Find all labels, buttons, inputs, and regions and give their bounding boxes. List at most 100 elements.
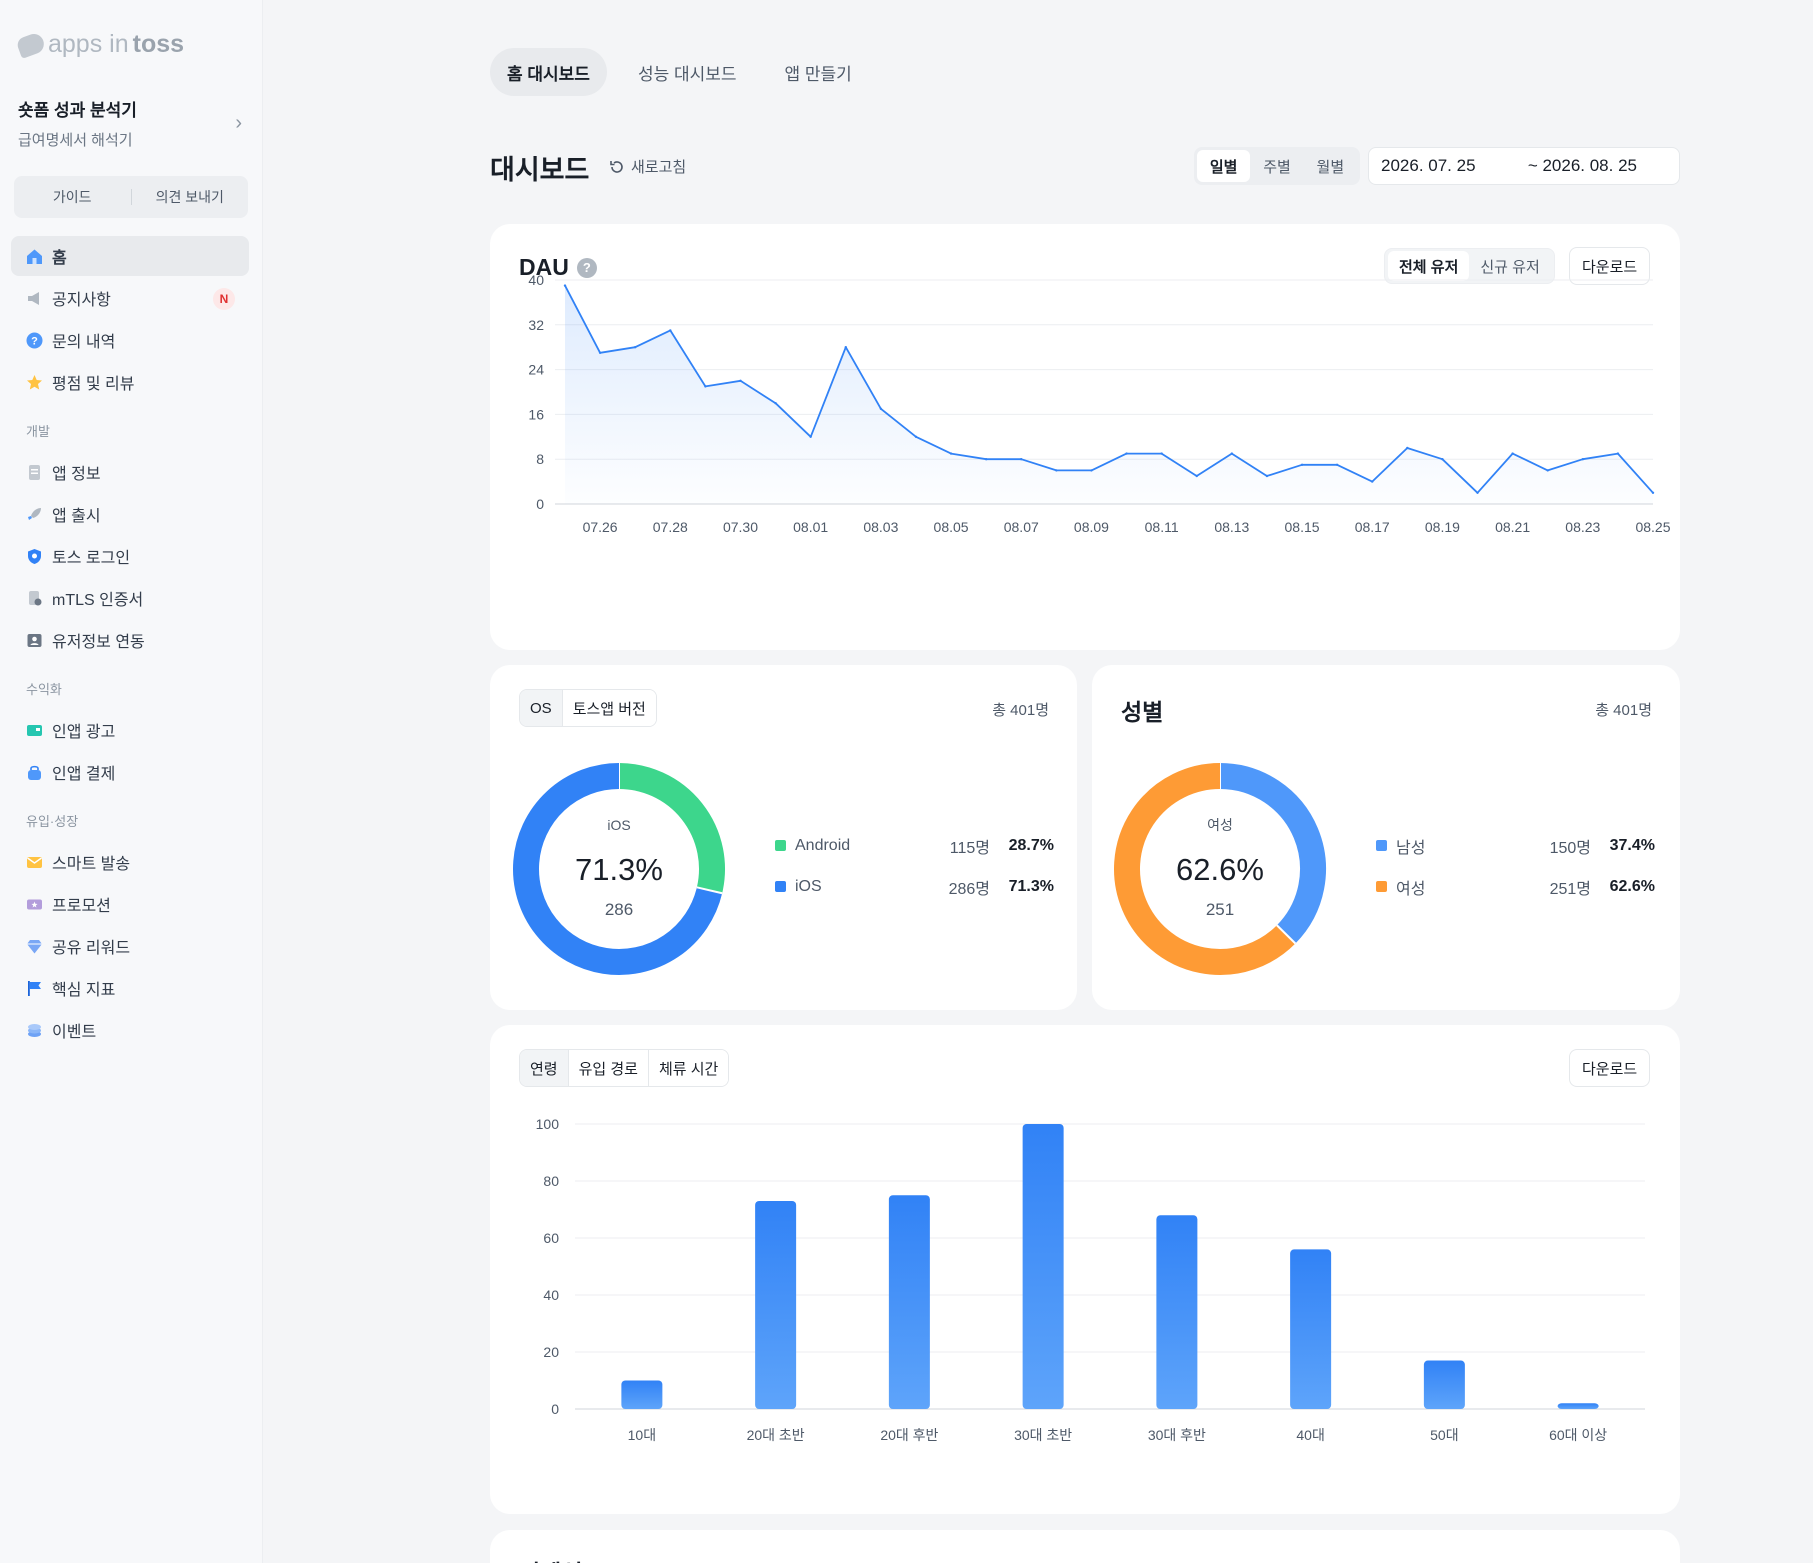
age-bar [1557,1403,1599,1409]
donut-slice [1114,763,1296,975]
diamond-icon [26,938,43,955]
x-tick-label: 08.25 [1635,519,1670,535]
coins-icon [26,1022,43,1039]
x-tick-label: 50대 [1430,1427,1458,1443]
sidebar-item-notice[interactable]: 공지사항 N [11,278,249,318]
dau-point [774,402,777,405]
segment-new-users[interactable]: 신규 유저 [1480,258,1540,276]
y-tick-label: 60 [543,1230,559,1246]
dau-title: DAU ? [519,254,597,281]
sidebar-item-smart-send[interactable]: 스마트 발송 [11,842,249,882]
age-bar [1022,1124,1064,1409]
sidebar-item-reviews[interactable]: 평점 및 리뷰 [11,362,249,402]
gender-legend: 남성 150명 37.4% 여성 251명 62.6% [1376,825,1655,907]
os-tabs: OS 토스앱 버전 [519,689,657,727]
age-bar [888,1195,930,1409]
tab-stay-time[interactable]: 체류 시간 [647,1050,729,1086]
y-tick-label: 0 [536,496,544,512]
sidebar-item-inapp-ads[interactable]: 인앱 광고 [11,710,249,750]
legend-count: 286명 [948,880,990,898]
sidebar: apps in toss 숏폼 성과 분석기 급여명세서 해석기 › 가이드 의… [0,0,263,1563]
help-icon[interactable]: ? [576,257,597,278]
sidebar-item-promotion[interactable]: 프로모션 [11,884,249,924]
app-switcher[interactable]: 숏폼 성과 분석기 급여명세서 해석기 › [18,96,244,149]
ad-icon [26,722,43,739]
donut-center-percent: 62.6% [1176,852,1264,887]
shield-icon [26,548,43,565]
mail-icon [26,854,43,871]
dau-card: DAU ? 전체 유저 신규 유저 다운로드 0 8 16 24 32 40 07.26 07… [490,224,1680,650]
sidebar-item-app-info[interactable]: 앱 정보 [11,452,249,492]
apps-in-toss-logo[interactable]: apps in toss [15,30,184,59]
refresh-button[interactable]: 새로고침 [609,156,686,177]
tab-age[interactable]: 연령 [520,1050,568,1086]
tab-home-dashboard[interactable]: 홈 대시보드 [490,48,607,96]
document-icon [26,464,43,481]
os-donut-chart: iOS 71.3% 286 [513,763,725,975]
dau-point [704,385,707,388]
sidebar-item-label: 인앱 결제 [52,766,116,783]
tab-inflow-path[interactable]: 유입 경로 [567,1050,648,1086]
period-monthly[interactable]: 월별 [1316,158,1345,176]
dau-point [1335,463,1339,466]
age-bar [621,1380,663,1409]
section-title-dev: 개발 [26,423,50,439]
legend-swatch [1376,881,1387,892]
guide-button[interactable]: 가이드 [52,189,92,205]
sidebar-item-share-reward[interactable]: 공유 리워드 [11,926,249,966]
age-card: 연령 유입 경로 체류 시간 다운로드 0 20 40 60 80 100 10대 20대 초… [490,1025,1680,1514]
main-nav: 홈 공지사항 N ? 문의 내역 평점 및 리뷰 개발 앱 정보 앱 출시 토스… [11,236,249,1052]
tab-os[interactable]: OS [520,690,562,726]
sidebar-item-home[interactable]: 홈 [11,236,249,276]
sidebar-item-app-release[interactable]: 앱 출시 [11,494,249,534]
sidebar-item-toss-login[interactable]: 토스 로그인 [11,536,249,576]
x-tick-label: 07.26 [583,519,618,535]
age-download-button[interactable]: 다운로드 [1569,1049,1651,1087]
x-tick-label: 60대 이상 [1549,1427,1607,1443]
tab-toss-version[interactable]: 토스앱 버전 [561,690,656,726]
svg-text:?: ? [31,335,38,347]
donut-slice [1219,763,1326,944]
legend-swatch [775,840,786,851]
top-tabs: 홈 대시보드 성능 대시보드 앱 만들기 [490,48,869,96]
sidebar-item-label: 앱 정보 [52,466,101,483]
date-range-picker[interactable]: 2026. 07. 25 ~ 2026. 08. 25 [1368,147,1680,185]
legend-percent: 71.3% [1008,877,1054,895]
x-tick-label: 08.13 [1214,519,1249,535]
tab-make-app[interactable]: 앱 만들기 [784,64,852,84]
sidebar-item-label: 이벤트 [52,1024,97,1041]
age-bar [1156,1215,1198,1409]
refresh-label: 새로고침 [631,159,687,176]
y-tick-label: 80 [543,1173,559,1189]
dau-point [598,351,602,354]
os-total: 총 401명 [992,702,1049,719]
sidebar-item-mtls[interactable]: mTLS 인증서 [11,578,249,618]
y-tick-label: 100 [536,1116,560,1132]
retention-card: 리텐션 [490,1530,1680,1563]
age-bar [1423,1360,1465,1409]
x-tick-label: 30대 후반 [1148,1427,1206,1443]
donut-center-label: iOS [607,817,630,833]
dau-point [1125,452,1128,455]
sidebar-item-inquiries[interactable]: ? 문의 내역 [11,320,249,360]
dau-download-button[interactable]: 다운로드 [1569,247,1651,285]
dau-point [1546,469,1549,472]
dau-point [1020,458,1023,461]
period-weekly[interactable]: 주별 [1263,158,1291,176]
legend-count: 150명 [1549,839,1591,857]
sidebar-links: 가이드 의견 보내기 [14,176,248,218]
dau-point [809,435,812,438]
dau-point [1265,474,1269,478]
segment-all-users[interactable]: 전체 유저 [1388,251,1470,281]
feedback-button[interactable]: 의견 보내기 [155,189,224,205]
certificate-icon [26,590,43,607]
sidebar-item-key-metrics[interactable]: 핵심 지표 [11,968,249,1008]
tab-performance-dashboard[interactable]: 성능 대시보드 [637,64,737,84]
star-icon [26,374,43,391]
dau-point [1055,469,1058,472]
period-daily[interactable]: 일별 [1197,150,1251,182]
sidebar-item-user-info[interactable]: 유저정보 연동 [11,620,249,660]
sidebar-item-inapp-payment[interactable]: 인앱 결제 [11,752,249,792]
sidebar-item-events[interactable]: 이벤트 [11,1010,249,1050]
dau-point [1511,452,1514,455]
